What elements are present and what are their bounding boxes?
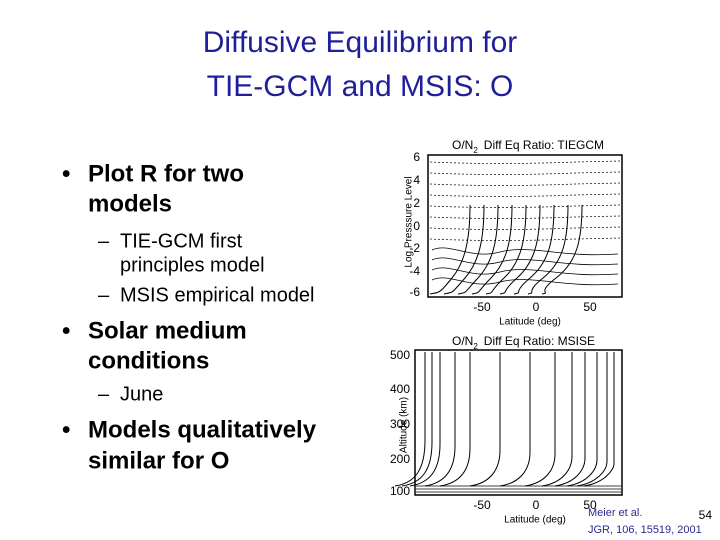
y-tick-label: -4 <box>409 264 420 278</box>
contour-line <box>527 204 569 295</box>
plot-frame <box>427 154 623 298</box>
contour-line <box>499 352 531 487</box>
y-tick-label: 100 <box>390 484 410 498</box>
contours <box>429 160 621 295</box>
contour-line <box>429 237 621 241</box>
contour-line <box>429 160 621 164</box>
x-axis-label: Latitude (deg) <box>504 515 566 526</box>
citation: Meier et al. <box>588 507 642 519</box>
plot-title-text: Diff Eq Ratio: TIEGCM <box>484 138 604 152</box>
contour-line <box>409 352 441 487</box>
sub-bullet-dash: – <box>98 383 110 405</box>
contour-line <box>429 204 621 208</box>
y-axis-label: Log Presssure Level <box>404 176 415 267</box>
contour-line <box>429 171 621 175</box>
contour-line <box>443 204 485 295</box>
contour-line <box>431 267 619 276</box>
contours <box>394 352 621 493</box>
y-tick-label: 2 <box>413 196 420 210</box>
plot-title: O/N2 Diff Eq Ratio: TIEGCM <box>452 138 604 155</box>
contour-line <box>429 215 621 219</box>
y-tick-label: 300 <box>390 417 410 431</box>
contour-line <box>583 352 615 487</box>
contour-line <box>439 352 471 487</box>
title-line: Diffusive Equilibrium for <box>203 26 518 59</box>
bullet-dot: • <box>62 317 70 344</box>
contour-line <box>429 193 621 197</box>
sub-bullet-text: principles model <box>120 254 265 276</box>
title-line: TIE-GCM and MSIS: O <box>207 70 514 103</box>
sub-bullet-text: June <box>120 383 163 405</box>
contour-line <box>513 204 555 295</box>
contour-line <box>554 352 586 487</box>
plot-title-text: Diff Eq Ratio: MSISE <box>484 334 595 348</box>
y-tick-label: 6 <box>413 150 420 164</box>
bullet-text: Models qualitatively <box>88 416 317 443</box>
plot-title: O/N2 Diff Eq Ratio: MSISE <box>452 334 595 351</box>
contour-line <box>566 352 598 487</box>
y-tick-label: 500 <box>390 348 410 362</box>
contour-line <box>394 352 426 487</box>
x-tick-label: -50 <box>473 498 491 512</box>
sub-bullet-text: MSIS empirical model <box>120 284 315 306</box>
x-tick-label: 50 <box>583 498 597 512</box>
plot-title-text: O/N <box>452 334 473 348</box>
sub-bullet-dash: – <box>98 230 110 252</box>
y-tick-label: 400 <box>390 382 410 396</box>
plot-title-sub: 2 <box>473 146 478 155</box>
y-axis-label: Altitude (km) <box>399 397 410 453</box>
plot-title-text: O/N <box>452 138 473 152</box>
x-tick-label: 0 <box>533 498 540 512</box>
sub-bullet-text: TIE-GCM first <box>120 230 243 252</box>
bullet-text: models <box>88 190 172 217</box>
plot-title-sub: 2 <box>473 342 478 351</box>
contour-line <box>424 352 456 487</box>
contour-line <box>431 257 619 266</box>
sub-bullet-dash: – <box>98 284 110 306</box>
contour-line <box>576 352 608 487</box>
bullet-text: Plot R for two <box>88 160 244 187</box>
contour-line <box>431 247 619 256</box>
x-axis-label: Latitude (deg) <box>499 317 561 328</box>
y-tick-label: 4 <box>413 173 420 187</box>
contour-line <box>524 352 556 487</box>
plot-frame <box>414 349 623 496</box>
contour-line <box>431 277 619 286</box>
y-tick-label: 0 <box>413 219 420 233</box>
contour-line <box>457 204 499 295</box>
contour-line <box>471 204 513 295</box>
contour-line <box>499 204 541 295</box>
citation: JGR, 106, 15519, 2001 <box>588 524 702 536</box>
contour-line <box>541 204 583 295</box>
contour-line <box>429 204 471 295</box>
x-tick-label: -50 <box>473 300 491 314</box>
contour-line <box>485 204 527 295</box>
bullet-dot: • <box>62 416 70 443</box>
page-number: 54 <box>699 508 713 522</box>
bullet-text: similar for O <box>88 447 229 474</box>
bullet-text: Solar medium <box>88 317 247 344</box>
bullet-text: conditions <box>88 347 209 374</box>
contour-line <box>541 352 573 487</box>
y-tick-label: -2 <box>409 241 420 255</box>
x-tick-label: 0 <box>533 300 540 314</box>
bullet-dot: • <box>62 160 70 187</box>
contour-line <box>469 352 501 487</box>
contour-line <box>429 182 621 186</box>
x-tick-label: 50 <box>583 300 597 314</box>
y-tick-label: -6 <box>409 285 420 299</box>
y-tick-label: 200 <box>390 452 410 466</box>
contour-line <box>401 352 433 487</box>
